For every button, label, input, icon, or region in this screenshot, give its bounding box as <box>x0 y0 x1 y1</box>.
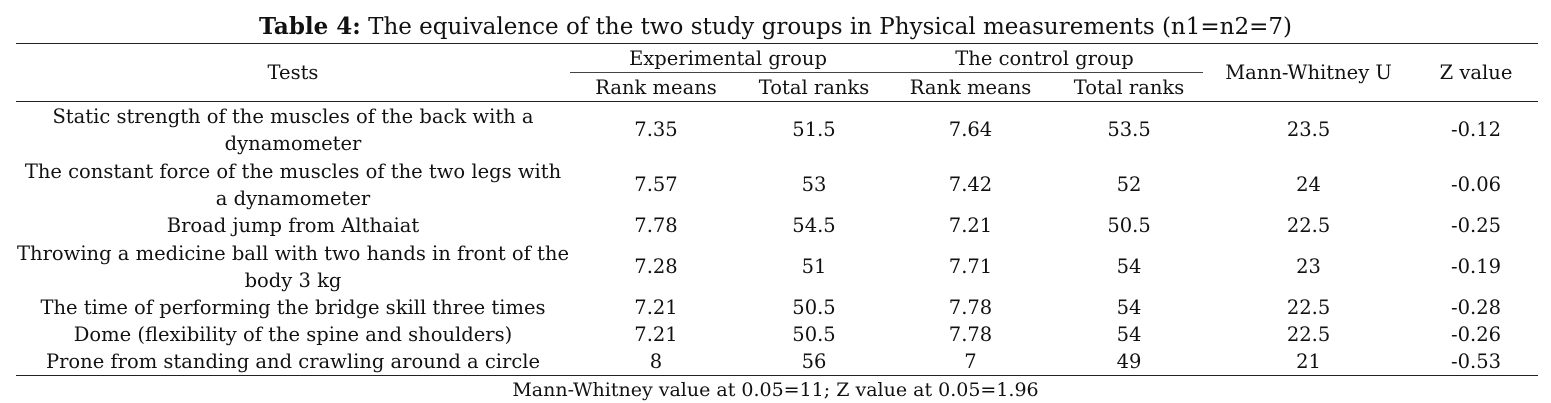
table-title-text: The equivalence of the two study groups … <box>360 14 1292 40</box>
test-name: The time of performing the bridge skill … <box>40 296 546 319</box>
mann-whitney-value: 23.5 <box>1286 118 1331 141</box>
test-name: Broad jump from Althaiat <box>166 214 420 237</box>
ctrl-rank-means: 7.71 <box>948 255 993 278</box>
table-row: Prone from standing and crawling around … <box>16 348 1539 376</box>
z-value: -0.19 <box>1451 255 1502 278</box>
z-value: -0.12 <box>1451 118 1502 141</box>
table-body: Static strength of the muscles of the ba… <box>16 102 1539 376</box>
header-control-group: The control group <box>886 43 1204 73</box>
exp-rank-means: 7.57 <box>634 173 678 196</box>
header-exp-rank-means: Rank means <box>570 72 742 102</box>
exp-rank-means: 7.21 <box>634 323 678 346</box>
table-row: Broad jump from Althaiat 7.78 54.5 7.21 … <box>16 212 1538 239</box>
test-name: Dome (flexibility of the spine and shoul… <box>73 323 513 346</box>
exp-total-ranks: 51 <box>801 255 827 278</box>
table-title-label: Table 4: <box>259 13 361 40</box>
header-experimental-group: Experimental group <box>570 43 887 73</box>
exp-rank-means: 7.21 <box>634 296 678 319</box>
table-row: The time of performing the bridge skill … <box>16 294 1538 321</box>
header-tests: Tests <box>16 43 570 102</box>
mann-whitney-value: 23 <box>1296 255 1321 278</box>
test-name: The constant force of the muscles of the… <box>24 159 562 210</box>
ctrl-rank-means: 7 <box>886 348 1056 376</box>
exp-rank-means: 7.35 <box>634 118 678 141</box>
header-mann-whitney: Mann-Whitney U <box>1203 43 1415 102</box>
exp-rank-means: 8 <box>570 348 742 376</box>
ctrl-rank-means: 7.21 <box>948 214 993 237</box>
ctrl-total-ranks: 49 <box>1055 348 1204 376</box>
exp-total-ranks: 54.5 <box>792 214 836 237</box>
ctrl-total-ranks: 50.5 <box>1107 214 1151 237</box>
exp-total-ranks: 56 <box>742 348 887 376</box>
exp-rank-means: 7.78 <box>634 214 678 237</box>
exp-total-ranks: 50.5 <box>792 323 836 346</box>
mann-whitney-value: 22.5 <box>1286 296 1331 319</box>
table-row: Dome (flexibility of the spine and shoul… <box>16 321 1538 348</box>
ctrl-total-ranks: 54 <box>1116 255 1142 278</box>
z-value: -0.06 <box>1451 173 1502 196</box>
mann-whitney-value: 24 <box>1296 173 1321 196</box>
test-name: Prone from standing and crawling around … <box>16 348 570 376</box>
exp-total-ranks: 53 <box>801 173 827 196</box>
exp-total-ranks: 50.5 <box>792 296 836 319</box>
exp-rank-means: 7.28 <box>634 255 678 278</box>
table-title: Table 4: The equivalence of the two stud… <box>0 12 1551 42</box>
mann-whitney-value: 22.5 <box>1286 214 1331 237</box>
mann-whitney-value: 21 <box>1203 348 1415 376</box>
test-name: Static strength of the muscles of the ba… <box>52 104 534 155</box>
test-name: Throwing a medicine ball with two hands … <box>17 241 569 292</box>
table-row: The constant force of the muscles of the… <box>16 157 1538 212</box>
ctrl-total-ranks: 53.5 <box>1107 118 1151 141</box>
ctrl-rank-means: 7.64 <box>948 118 993 141</box>
z-value: -0.28 <box>1451 296 1502 319</box>
table-footnote: Mann-Whitney value at 0.05=11; Z value a… <box>512 379 1039 401</box>
ctrl-rank-means: 7.78 <box>948 323 993 346</box>
header-ctrl-rank-means: Rank means <box>886 72 1056 102</box>
ctrl-rank-means: 7.42 <box>948 173 993 196</box>
z-value: -0.25 <box>1451 214 1502 237</box>
ctrl-total-ranks: 54 <box>1116 296 1142 319</box>
table-row: Throwing a medicine ball with two hands … <box>16 239 1538 294</box>
ctrl-total-ranks: 52 <box>1116 173 1142 196</box>
z-value: -0.53 <box>1414 348 1539 376</box>
header-ctrl-total-ranks: Total ranks <box>1055 72 1204 102</box>
header-exp-total-ranks: Total ranks <box>742 72 887 102</box>
header-z-value: Z value <box>1414 43 1539 102</box>
table-row: Static strength of the muscles of the ba… <box>16 102 1538 158</box>
exp-total-ranks: 51.5 <box>792 118 836 141</box>
z-value: -0.26 <box>1451 323 1502 346</box>
table-header: Tests Experimental group The control gro… <box>16 43 1539 102</box>
ctrl-total-ranks: 54 <box>1116 323 1142 346</box>
results-table: Tests Experimental group The control gro… <box>16 43 1539 376</box>
mann-whitney-value: 22.5 <box>1286 323 1331 346</box>
ctrl-rank-means: 7.78 <box>948 296 993 319</box>
